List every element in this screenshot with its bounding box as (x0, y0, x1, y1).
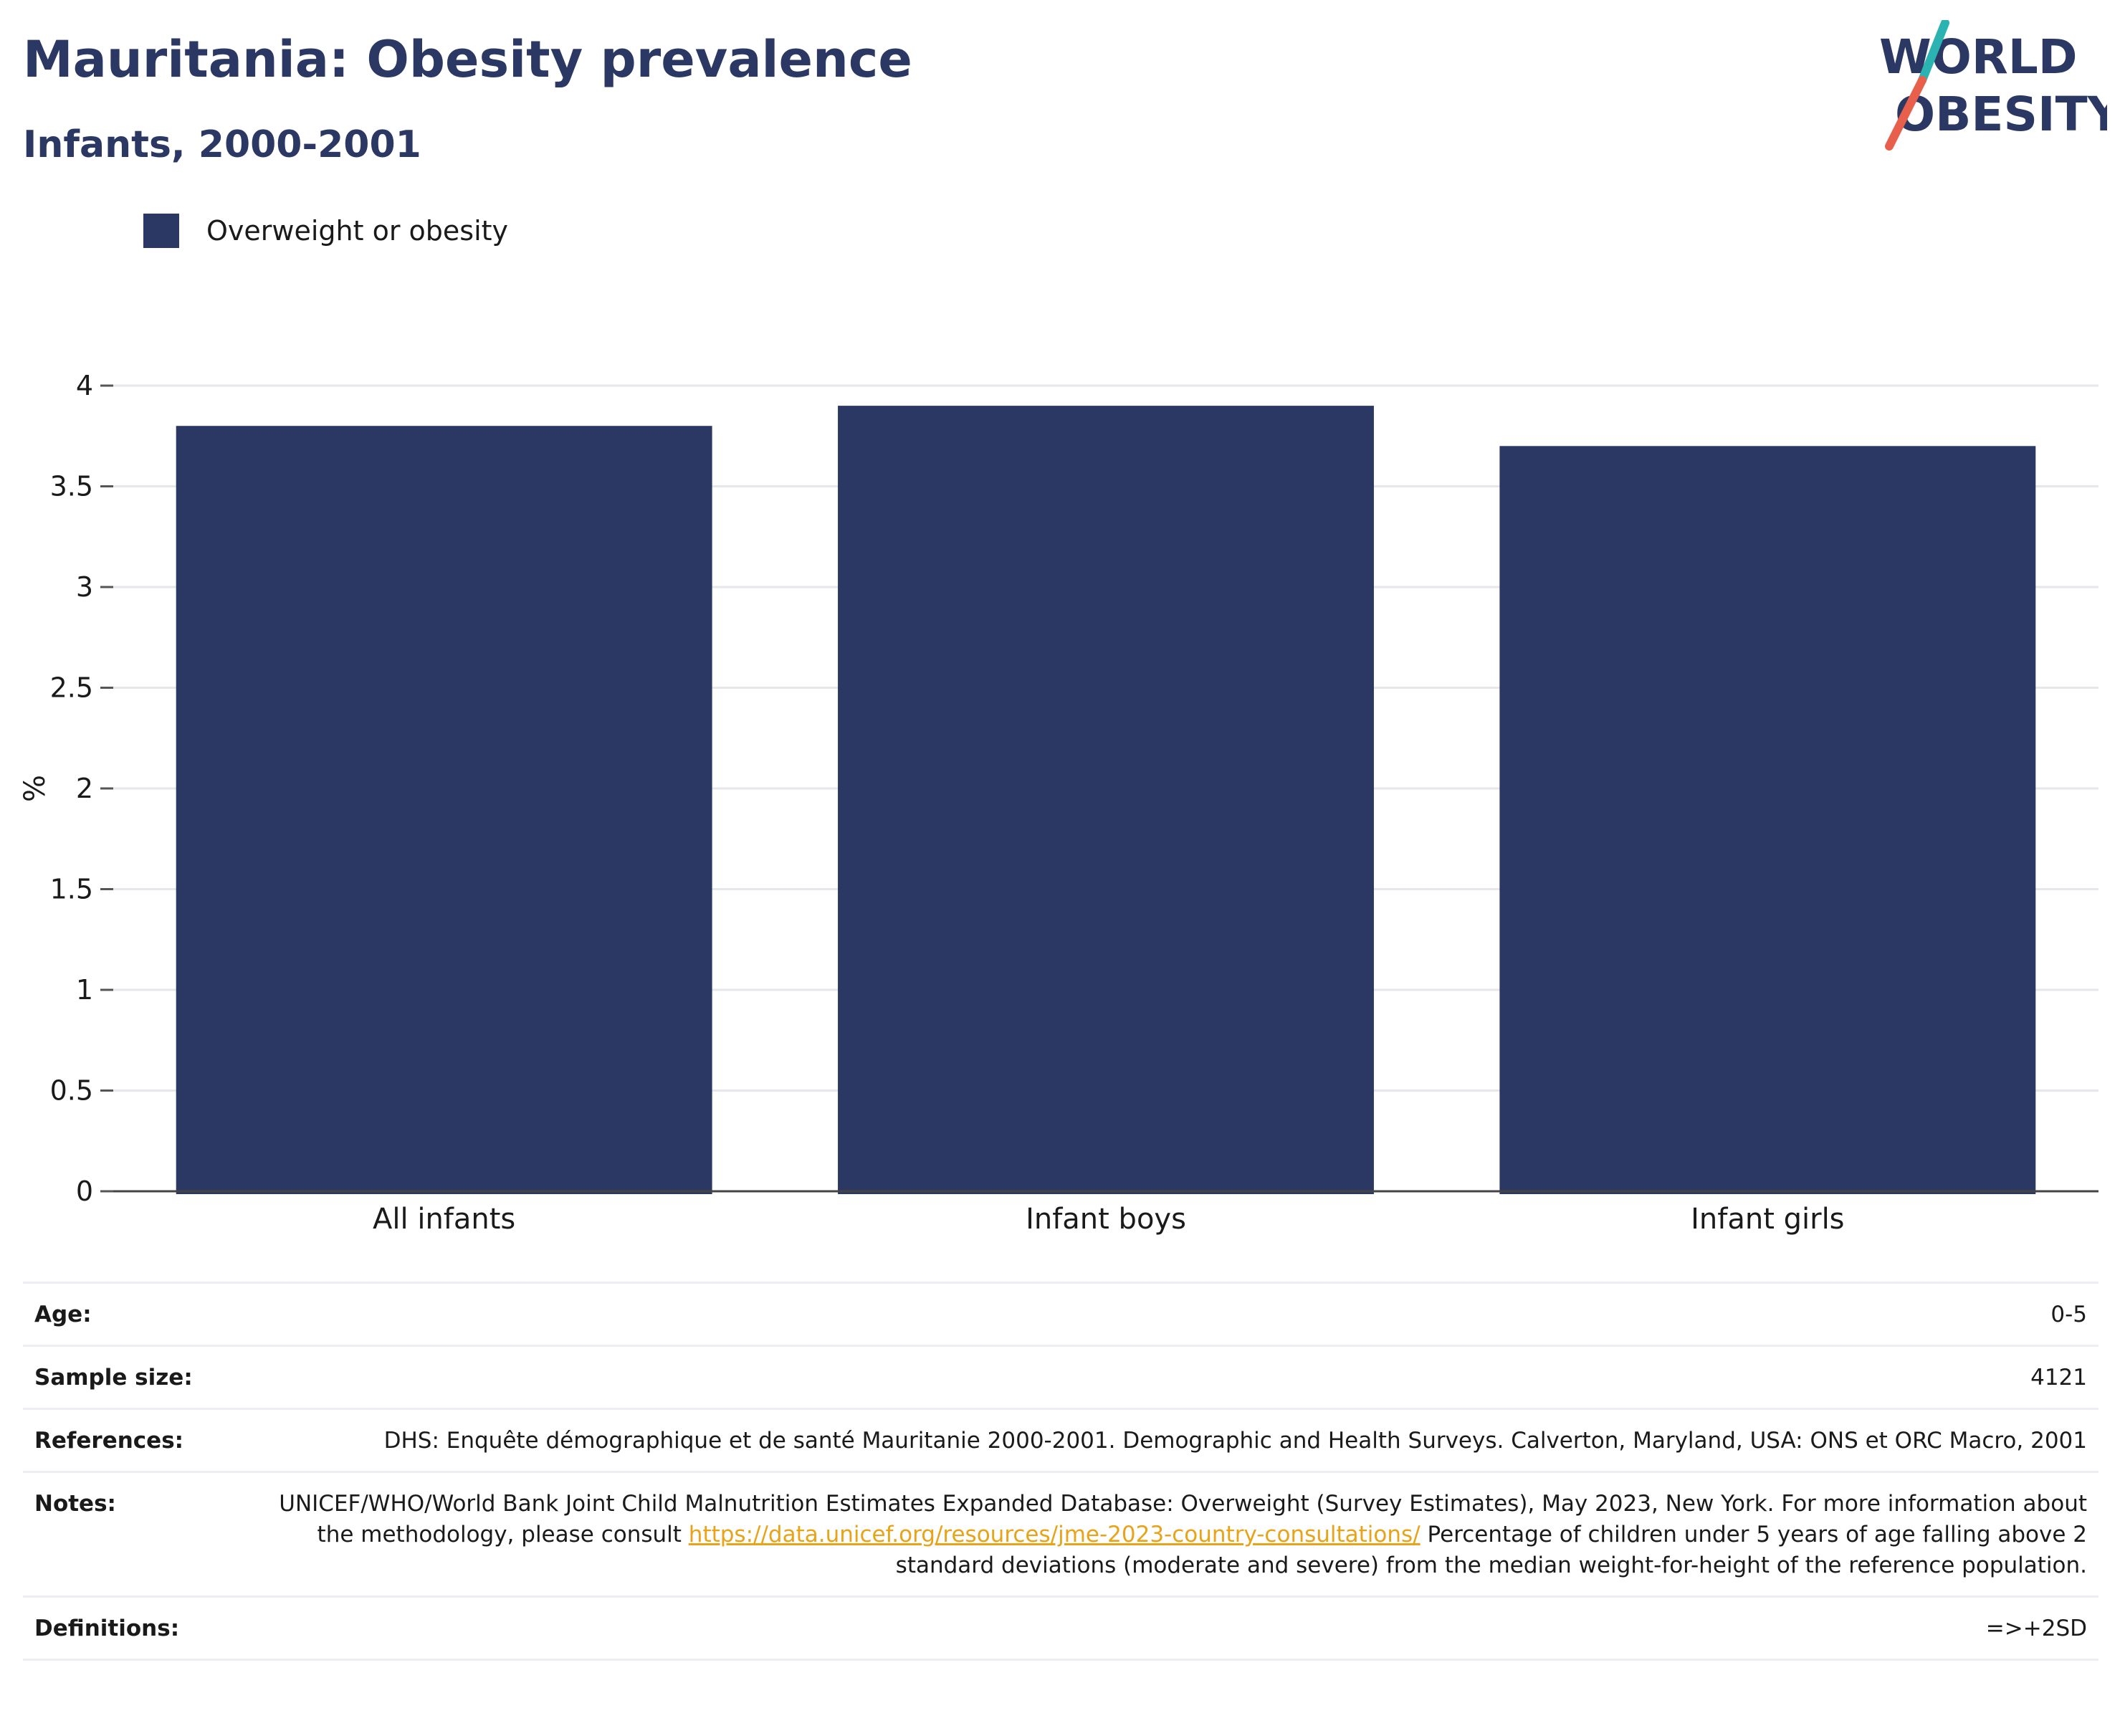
y-axis-label: % (19, 775, 52, 802)
bar-infant-girls (1499, 446, 2036, 1194)
info-row-references: References: DHS: Enquête démographique e… (23, 1408, 2098, 1471)
page-subtitle: Infants, 2000-2001 (23, 123, 421, 166)
x-tick-label: All infants (373, 1203, 515, 1236)
legend-label: Overweight or obesity (206, 215, 509, 247)
bar-chart: 0 0.5 1 1.5 2 2.5 3 3.5 4 All infants Infant boys I… (19, 370, 2098, 1236)
info-value: =>+2SD (1985, 1616, 2087, 1641)
info-value: DHS: Enquête démographique et de santé M… (383, 1428, 2087, 1454)
y-tick-label: 2.5 (50, 672, 93, 704)
notes-text-before: UNICEF/WHO/World Bank Joint Child Malnut… (279, 1491, 2087, 1547)
logo-slash-top (1918, 20, 1949, 85)
info-row-definitions: Definitions: =>+2SD (23, 1596, 2098, 1661)
logo-line2: OBESITY (1895, 87, 2107, 142)
y-tick-label: 1 (76, 974, 93, 1006)
logo-slash-bottom (1885, 76, 1926, 151)
world-obesity-logo: WORLD OBESITY (1879, 20, 2107, 151)
info-value: UNICEF/WHO/World Bank Joint Child Malnut… (264, 1489, 2087, 1581)
legend: Overweight or obesity (143, 214, 508, 248)
info-key: Sample size: (34, 1365, 193, 1391)
info-row-sample-size: Sample size: 4121 (23, 1345, 2098, 1408)
info-row-age: Age: 0-5 (23, 1282, 2098, 1345)
bar-infant-boys (838, 406, 1374, 1194)
logo-line1: WORLD (1879, 29, 2078, 85)
notes-text-after: Percentage of children under 5 years of … (895, 1522, 2087, 1578)
info-value: 0-5 (2050, 1302, 2087, 1327)
info-row-notes: Notes: UNICEF/WHO/World Bank Joint Child… (23, 1471, 2098, 1596)
x-tick-label: Infant boys (1026, 1203, 1186, 1236)
methodology-link[interactable]: https://data.unicef.org/resources/jme-20… (688, 1522, 1421, 1547)
y-tick-label: 0.5 (50, 1075, 93, 1107)
y-tick-label: 1.5 (50, 874, 93, 905)
y-tick-label: 3 (76, 571, 93, 603)
y-tick-label: 0 (76, 1175, 93, 1207)
info-key: Definitions: (34, 1616, 180, 1641)
y-tick-label: 2 (76, 773, 93, 804)
legend-swatch (143, 214, 179, 248)
info-table: Age: 0-5 Sample size: 4121 References: D… (23, 1282, 2098, 1661)
bar-all-infants (176, 426, 712, 1195)
info-key: Notes: (34, 1491, 116, 1517)
info-value: 4121 (2030, 1365, 2087, 1391)
x-tick-label: Infant girls (1691, 1203, 1844, 1236)
y-tick-label: 3.5 (50, 471, 93, 502)
y-tick-label: 4 (76, 370, 93, 401)
info-key: References: (34, 1428, 184, 1454)
info-key: Age: (34, 1302, 92, 1327)
page-title: Mauritania: Obesity prevalence (23, 30, 912, 89)
